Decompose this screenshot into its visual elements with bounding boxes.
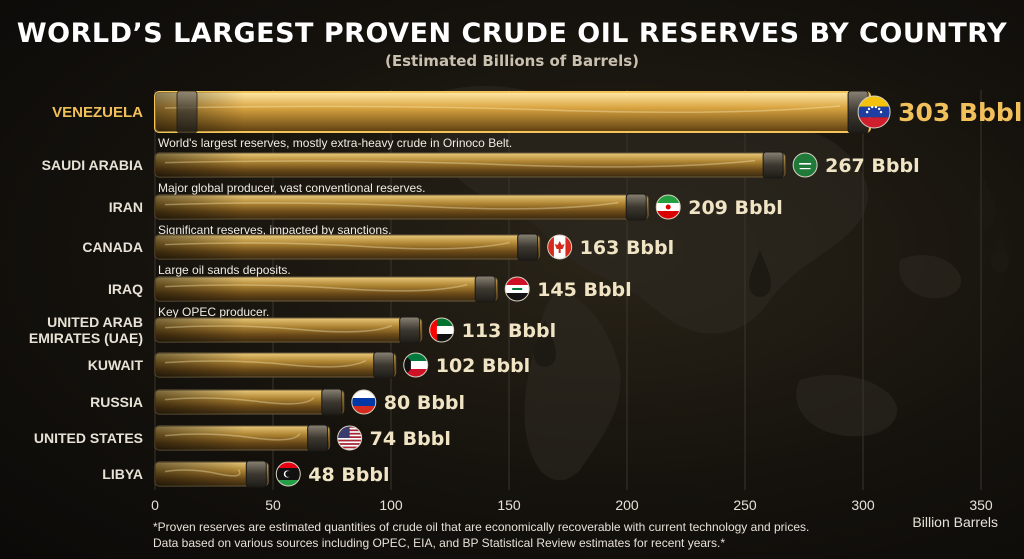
value-label: 74 Bbbl: [370, 428, 451, 450]
x-tick-label: 300: [851, 497, 875, 513]
category-label: IRAQ: [108, 281, 143, 297]
iran-flag-icon: [655, 194, 681, 220]
category-label: UNITED ARAB EMIRATES (UAE): [29, 314, 143, 346]
bar-row: UNITED ARAB EMIRATES (UAE) 113 Bbbl: [29, 314, 556, 346]
category-label: SAUDI ARABIA: [42, 157, 143, 173]
bar-shade: [155, 153, 245, 177]
value-label: 163 Bbbl: [580, 237, 674, 259]
bar-row: UNITED STATES 74 Bbbl: [34, 424, 451, 452]
uae-flag-icon: [429, 317, 455, 343]
value-label: 48 Bbbl: [308, 464, 389, 486]
bar-shade: [155, 277, 245, 301]
bar-row: CANADA 163 Bbbl Large oil sands deposits.: [82, 233, 674, 277]
category-label: KUWAIT: [88, 357, 144, 373]
bar-shade: [155, 462, 245, 486]
category-label: IRAN: [109, 199, 143, 215]
x-tick-label: 350: [969, 497, 993, 513]
venezuela-flag-icon: [857, 95, 891, 129]
bar-end-cap: [625, 193, 647, 221]
category-label: VENEZUELA: [52, 104, 143, 121]
value-label: 267 Bbbl: [825, 155, 919, 177]
bar-highlight: [164, 397, 315, 405]
value-label: 145 Bbbl: [537, 279, 631, 301]
value-label: 80 Bbbl: [384, 392, 465, 414]
annotation: Major global producer, vast conventional…: [158, 181, 425, 195]
footnote-line-1: *Proven reserves are estimated quantitie…: [153, 520, 810, 534]
bar-shade: [155, 92, 245, 132]
russia-flag-icon: [351, 389, 377, 415]
bar-row: SAUDI ARABIA 267 Bbbl Major global produce…: [42, 151, 920, 195]
bar-highlight: [164, 359, 367, 368]
bar-end-cap: [321, 388, 343, 416]
category-label: LIBYA: [102, 466, 143, 482]
footnote-line-2: Data based on various sources including …: [153, 536, 726, 550]
x-tick-label: 0: [151, 497, 159, 513]
bar-shade: [155, 353, 245, 377]
bar-row: RUSSIA 80 Bbbl: [90, 388, 465, 416]
bar-shade: [155, 318, 245, 342]
bar-end-cap: [307, 424, 329, 452]
x-tick-label: 200: [615, 497, 639, 513]
bar-row: LIBYA 48 Bbbl: [102, 460, 390, 488]
libya-flag-icon: [275, 461, 301, 487]
x-axis-label: Billion Barrels: [912, 514, 998, 530]
united-states-flag-icon: [337, 425, 363, 451]
bar-shade: [155, 426, 245, 450]
bar-highlight: [164, 433, 301, 441]
bar-highlight: [164, 105, 841, 113]
chart-subtitle: (Estimated Billions of Barrels): [384, 52, 640, 70]
annotation: Key OPEC producer.: [158, 305, 269, 319]
bar-row: IRAQ 145 Bbbl Key OPEC producer.: [108, 275, 632, 319]
bar-row: IRAN 209 Bbbl Significant reserves, impact…: [109, 193, 783, 237]
bar-highlight: [164, 324, 392, 333]
bar-highlight: [164, 159, 756, 168]
bar-highlight: [164, 241, 510, 250]
bar-end-cap: [474, 275, 496, 303]
category-label: CANADA: [82, 239, 143, 255]
category-label: RUSSIA: [90, 394, 143, 410]
kuwait-flag-icon: [403, 352, 429, 378]
annotation: Large oil sands deposits.: [158, 263, 291, 277]
bar-end-cap: [762, 151, 784, 179]
category-label: UNITED STATES: [34, 430, 143, 446]
bar-shade: [155, 235, 245, 259]
chart-title: WORLD’S LARGEST PROVEN CRUDE OIL RESERVE…: [16, 18, 1008, 49]
value-label: 102 Bbbl: [436, 355, 530, 377]
canada-flag-icon: [547, 234, 573, 260]
annotation: Significant reserves, impacted by sancti…: [158, 223, 391, 237]
bar-row: VENEZUELA 303 Bbbl World's largest reserve…: [52, 90, 1022, 150]
x-tick-label: 150: [497, 497, 521, 513]
footnote: *Proven reserves are estimated quantitie…: [153, 519, 809, 551]
x-tick-label: 100: [379, 497, 403, 513]
bar-highlight: [164, 283, 468, 292]
bar-end-cap: [245, 460, 267, 488]
saudi-arabia-flag-icon: [792, 152, 818, 178]
value-label: 113 Bbbl: [462, 320, 556, 342]
value-label: 209 Bbbl: [688, 197, 782, 219]
x-tick-label: 50: [265, 497, 281, 513]
bar-shade: [155, 195, 245, 219]
annotation: World's largest reserves, mostly extra-h…: [158, 136, 512, 150]
iraq-flag-icon: [504, 276, 530, 302]
bar-shade: [155, 390, 245, 414]
bar-end-cap: [517, 233, 539, 261]
bar-end-cap: [399, 316, 421, 344]
bar-highlight: [164, 469, 241, 477]
bar: [154, 91, 872, 133]
x-tick-label: 250: [733, 497, 757, 513]
bar-end-cap: [373, 351, 395, 379]
bar-highlight: [164, 201, 619, 210]
value-label: 303 Bbbl: [898, 98, 1022, 127]
bar-start-cap: [176, 90, 198, 134]
bar-row: KUWAIT 102 Bbbl: [88, 351, 530, 379]
